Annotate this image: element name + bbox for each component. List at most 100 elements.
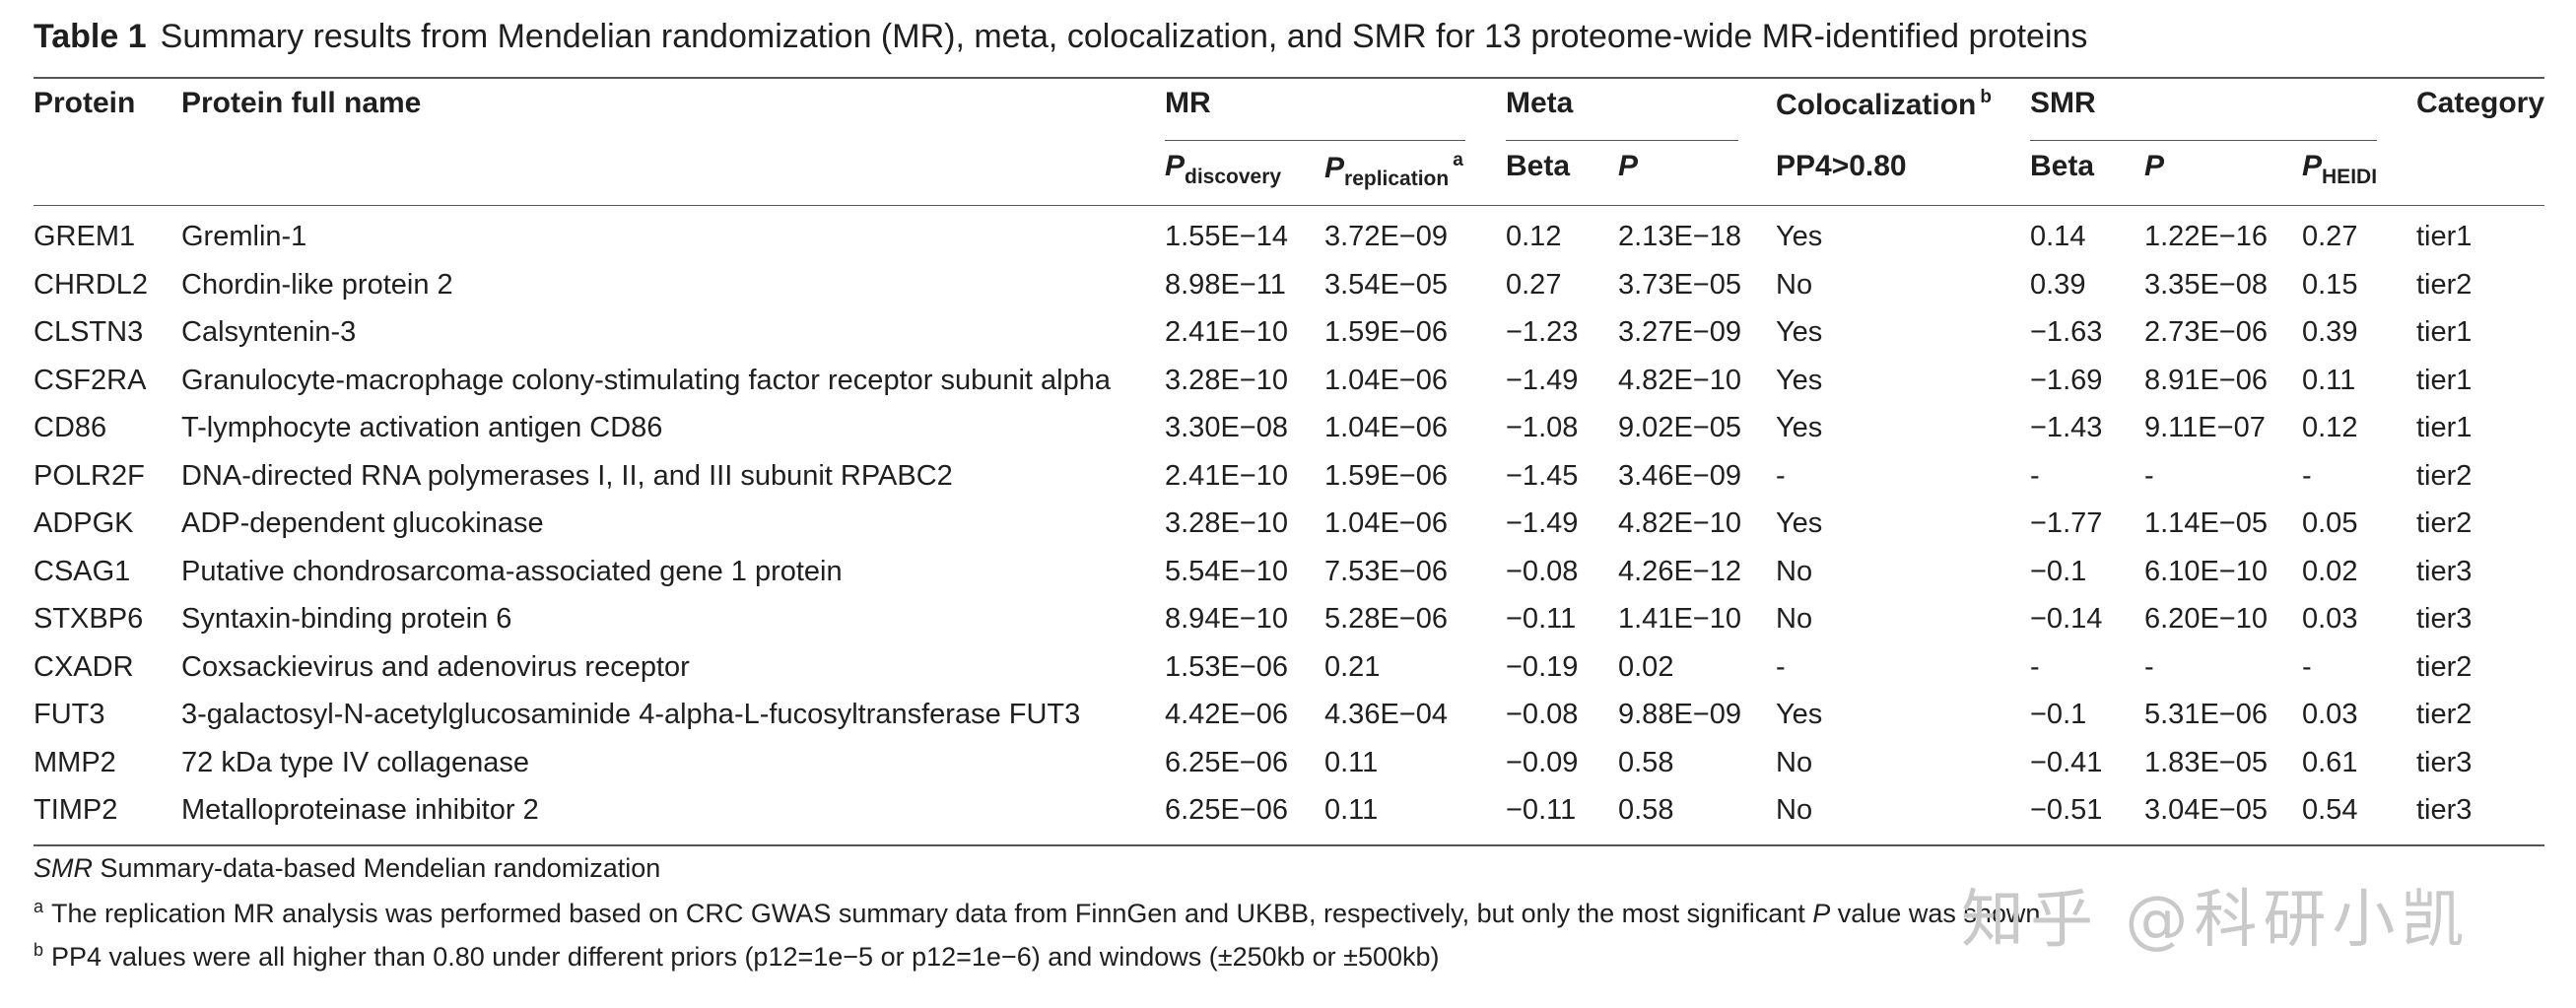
cell-meta-beta: 0.27 xyxy=(1506,268,1562,301)
header-pp4: PP4>0.80 xyxy=(1776,150,1907,182)
cell-full-name: ADP-dependent glucokinase xyxy=(181,507,544,539)
table-row: CSAG1 Putative chondrosarcoma-associated … xyxy=(0,556,2576,603)
table-row: MMP2 72 kDa type IV collagenase 6.25E−06 0.… xyxy=(0,747,2576,794)
cell-meta-p: 0.58 xyxy=(1618,794,1674,826)
watermark: 知乎 @科研小凯 xyxy=(1961,884,2471,957)
cell-protein: STXBP6 xyxy=(34,603,144,635)
cell-smr-p: 1.83E−05 xyxy=(2144,746,2268,778)
table-row: POLR2F DNA-directed RNA polymerases I, II… xyxy=(0,460,2576,507)
cell-smr-beta: −0.14 xyxy=(2030,603,2103,635)
header-bottom-rule xyxy=(34,205,2544,206)
cell-meta-beta: −0.19 xyxy=(1506,650,1579,683)
cell-full-name: Chordin-like protein 2 xyxy=(181,268,453,301)
header-mr: MR xyxy=(1165,87,1211,119)
cell-smr-p: 9.11E−07 xyxy=(2144,412,2266,443)
header-colocalization-label: Colocalization xyxy=(1776,89,1977,121)
cell-category: tier3 xyxy=(2416,555,2473,587)
cell-meta-beta: −0.08 xyxy=(1506,555,1579,587)
cell-smr-p: 5.31E−06 xyxy=(2144,699,2268,730)
cell-meta-p: 0.58 xyxy=(1618,746,1674,778)
cell-p-heidi: 0.03 xyxy=(2302,699,2358,730)
cell-protein: ADPGK xyxy=(34,507,134,539)
table-row: FUT3 3-galactosyl-N-acetylglucosaminide 4… xyxy=(0,699,2576,746)
cell-meta-beta: −0.09 xyxy=(1506,746,1579,778)
cell-protein: CHRDL2 xyxy=(34,268,149,301)
cell-smr-beta: −0.1 xyxy=(2030,555,2087,587)
cell-full-name: Granulocyte-macrophage colony-stimulatin… xyxy=(181,364,1111,396)
cell-category: tier1 xyxy=(2416,221,2473,252)
table-row: CSF2RA Granulocyte-macrophage colony-stim… xyxy=(0,365,2576,412)
table-row: ADPGK ADP-dependent glucokinase 3.28E−10 1.… xyxy=(0,507,2576,555)
cell-protein: CXADR xyxy=(34,650,134,683)
cell-p-replication: 0.11 xyxy=(1324,746,1379,778)
header-meta: Meta xyxy=(1506,87,1574,119)
cell-p-replication: 4.36E−04 xyxy=(1324,699,1448,730)
cell-meta-beta: −0.08 xyxy=(1506,699,1579,730)
cell-smr-p: - xyxy=(2144,459,2154,492)
cell-p-heidi: 0.11 xyxy=(2302,364,2356,396)
cell-smr-p: 1.14E−05 xyxy=(2144,507,2268,539)
cell-p-discovery: 8.98E−11 xyxy=(1165,268,1286,301)
cell-protein: CD86 xyxy=(34,412,107,443)
cell-full-name: Coxsackievirus and adenovirus receptor xyxy=(181,650,690,683)
cell-p-replication: 3.72E−09 xyxy=(1324,221,1448,252)
cell-p-replication: 0.21 xyxy=(1324,650,1381,683)
cell-p-heidi: 0.02 xyxy=(2302,555,2358,587)
header-colocalization: Colocalization b xyxy=(1776,87,1992,122)
table-caption: Table 1 Summary results from Mendelian ra… xyxy=(34,18,2087,56)
cell-p-heidi: 0.27 xyxy=(2302,221,2358,252)
cell-pp4: - xyxy=(1776,459,1786,492)
table-row: CHRDL2 Chordin-like protein 2 8.98E−11 3.54… xyxy=(0,269,2576,316)
cell-protein: MMP2 xyxy=(34,746,116,778)
footnote-a: a The replication MR analysis was perform… xyxy=(34,897,2041,928)
cell-smr-beta: −0.41 xyxy=(2030,746,2103,778)
cell-p-discovery: 6.25E−06 xyxy=(1165,746,1288,778)
cell-p-heidi: 0.05 xyxy=(2302,507,2358,539)
footnote-smr: SMR Summary-data-based Mendelian randomi… xyxy=(34,853,660,884)
cell-smr-p: - xyxy=(2144,650,2154,683)
cell-protein: GREM1 xyxy=(34,221,136,252)
cell-p-replication: 1.59E−06 xyxy=(1324,459,1448,492)
cell-p-discovery: 3.28E−10 xyxy=(1165,507,1288,539)
smr-group-rule xyxy=(2030,140,2377,141)
cell-pp4: Yes xyxy=(1776,699,1823,730)
cell-category: tier2 xyxy=(2416,699,2473,730)
cell-pp4: Yes xyxy=(1776,507,1823,539)
header-p-replication: Preplicationa xyxy=(1324,150,1463,190)
cell-p-discovery: 4.42E−06 xyxy=(1165,699,1288,730)
cell-smr-p: 8.91E−06 xyxy=(2144,364,2268,396)
cell-smr-beta: - xyxy=(2030,459,2040,492)
cell-category: tier1 xyxy=(2416,364,2473,396)
footnote-smr-abbr: SMR xyxy=(34,853,93,883)
cell-smr-beta: - xyxy=(2030,650,2040,683)
cell-full-name: 72 kDa type IV collagenase xyxy=(181,746,530,778)
bottom-rule xyxy=(34,844,2544,846)
cell-pp4: No xyxy=(1776,746,1813,778)
cell-p-discovery: 5.54E−10 xyxy=(1165,555,1288,587)
cell-pp4: No xyxy=(1776,555,1813,587)
header-smr-p: P xyxy=(2144,150,2165,182)
cell-p-discovery: 6.25E−06 xyxy=(1165,794,1288,826)
table-row: GREM1 Gremlin-1 1.55E−14 3.72E−09 0.12 2.13E−… xyxy=(0,221,2576,268)
cell-meta-beta: −0.11 xyxy=(1506,603,1577,635)
footnote-marker-b: b xyxy=(1980,87,1992,107)
cell-category: tier1 xyxy=(2416,412,2473,443)
cell-p-heidi: 0.12 xyxy=(2302,412,2358,443)
table-row: TIMP2 Metalloproteinase inhibitor 2 6.25E−… xyxy=(0,794,2576,841)
top-rule xyxy=(34,77,2544,79)
cell-p-heidi: 0.39 xyxy=(2302,316,2358,348)
cell-p-replication: 5.28E−06 xyxy=(1324,603,1448,635)
cell-category: tier3 xyxy=(2416,794,2473,826)
cell-p-replication: 0.11 xyxy=(1324,794,1379,826)
header-category: Category xyxy=(2416,87,2545,119)
cell-smr-beta: −1.43 xyxy=(2030,412,2103,443)
cell-pp4: - xyxy=(1776,650,1786,683)
header-meta-beta: Beta xyxy=(1506,150,1571,182)
cell-p-discovery: 8.94E−10 xyxy=(1165,603,1288,635)
cell-smr-p: 3.35E−08 xyxy=(2144,268,2268,301)
cell-pp4: Yes xyxy=(1776,412,1823,443)
cell-meta-p: 3.46E−09 xyxy=(1618,459,1741,492)
cell-smr-beta: −1.69 xyxy=(2030,364,2103,396)
cell-category: tier3 xyxy=(2416,603,2473,635)
table-label: Table 1 xyxy=(34,18,147,55)
